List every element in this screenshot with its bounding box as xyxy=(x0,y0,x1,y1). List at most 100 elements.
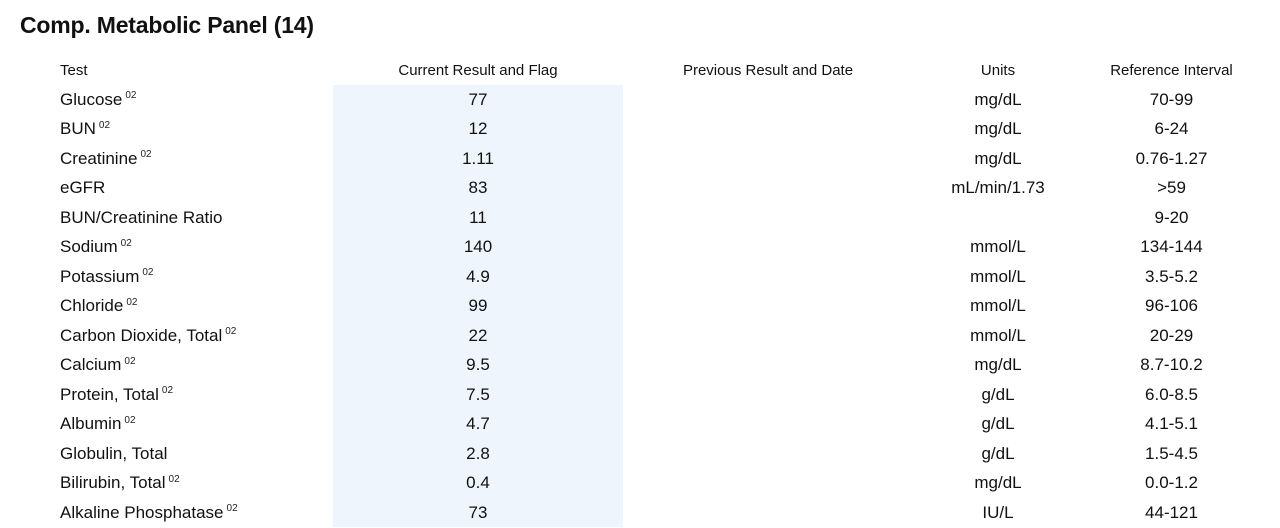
previous-result xyxy=(623,262,913,292)
test-name-cell: BUN 02 xyxy=(0,115,333,145)
previous-result xyxy=(623,498,913,528)
table-row: Sodium 02 140 mmol/L 134-144 xyxy=(0,233,1280,263)
table-row: Chloride 02 99 mmol/L 96-106 xyxy=(0,292,1280,322)
table-row: eGFR 83 mL/min/1.73 >59 xyxy=(0,174,1280,204)
table-row: Creatinine 02 1.11 mg/dL 0.76-1.27 xyxy=(0,144,1280,174)
units: mL/min/1.73 xyxy=(951,178,1045,198)
units: mmol/L xyxy=(970,325,1026,345)
current-result: 73 xyxy=(468,502,488,522)
footnote-marker: 02 xyxy=(120,237,132,249)
test-name: Glucose xyxy=(60,89,123,109)
previous-result xyxy=(623,174,913,204)
test-name-cell: Potassium 02 xyxy=(0,262,333,292)
current-result: 2.8 xyxy=(466,443,490,463)
footnote-marker: 02 xyxy=(124,355,136,367)
units: mmol/L xyxy=(970,296,1026,316)
header-test: Test xyxy=(60,61,88,79)
test-name-cell: Albumin 02 xyxy=(0,410,333,440)
current-result: 0.4 xyxy=(466,473,490,493)
test-name: Globulin, Total xyxy=(60,443,168,463)
table-row: Globulin, Total 2.8 g/dL 1.5-4.5 xyxy=(0,439,1280,469)
current-result: 99 xyxy=(468,296,488,316)
header-row: Test Current Result and Flag Previous Re… xyxy=(0,55,1280,85)
test-name-cell: Creatinine 02 xyxy=(0,144,333,174)
reference-interval: 0.0-1.2 xyxy=(1145,473,1198,493)
footnote-marker: 02 xyxy=(124,414,136,426)
reference-interval: 44-121 xyxy=(1145,502,1198,522)
current-result: 77 xyxy=(468,89,488,109)
test-name: Chloride xyxy=(60,296,124,316)
footnote-marker: 02 xyxy=(225,326,237,338)
results-table-header: Test Current Result and Flag Previous Re… xyxy=(0,55,1280,85)
test-name-cell: Sodium 02 xyxy=(0,233,333,263)
test-name-cell: Carbon Dioxide, Total 02 xyxy=(0,321,333,351)
current-result: 22 xyxy=(468,325,488,345)
reference-interval: 1.5-4.5 xyxy=(1145,443,1198,463)
test-name-cell: Protein, Total 02 xyxy=(0,380,333,410)
test-name: BUN/Creatinine Ratio xyxy=(60,207,223,227)
units: mmol/L xyxy=(970,266,1026,286)
table-row: Potassium 02 4.9 mmol/L 3.5-5.2 xyxy=(0,262,1280,292)
test-name-cell: Globulin, Total xyxy=(0,439,333,469)
reference-interval: >59 xyxy=(1157,178,1186,198)
table-row: Bilirubin, Total 02 0.4 mg/dL 0.0-1.2 xyxy=(0,469,1280,499)
previous-result xyxy=(623,233,913,263)
previous-result xyxy=(623,321,913,351)
table-row: Calcium 02 9.5 mg/dL 8.7-10.2 xyxy=(0,351,1280,381)
test-name-cell: Bilirubin, Total 02 xyxy=(0,469,333,499)
results-table-body: Glucose 02 77 mg/dL 70-99 BUN 02 12 mg/dL 6-24 Cre… xyxy=(0,85,1280,528)
previous-result xyxy=(623,469,913,499)
test-name: Protein, Total xyxy=(60,384,159,404)
current-result: 12 xyxy=(468,119,488,139)
units: mg/dL xyxy=(974,89,1022,109)
units xyxy=(913,203,1083,233)
header-units: Units xyxy=(980,61,1016,79)
previous-result xyxy=(623,380,913,410)
test-name-cell: Chloride 02 xyxy=(0,292,333,322)
reference-interval: 3.5-5.2 xyxy=(1145,266,1198,286)
table-row: BUN 02 12 mg/dL 6-24 xyxy=(0,115,1280,145)
footnote-marker: 02 xyxy=(168,473,180,485)
reference-interval: 9-20 xyxy=(1154,207,1189,227)
current-result: 140 xyxy=(463,237,493,257)
previous-result xyxy=(623,85,913,115)
previous-result xyxy=(623,144,913,174)
units: g/dL xyxy=(981,443,1015,463)
table-row: Glucose 02 77 mg/dL 70-99 xyxy=(0,85,1280,115)
test-name-cell: Calcium 02 xyxy=(0,351,333,381)
reference-interval: 6-24 xyxy=(1154,119,1189,139)
current-result: 11 xyxy=(469,207,487,227)
units: mg/dL xyxy=(974,119,1022,139)
test-name: Potassium xyxy=(60,266,140,286)
test-name: Sodium xyxy=(60,237,118,257)
reference-interval: 8.7-10.2 xyxy=(1140,355,1203,375)
test-name-cell: Glucose 02 xyxy=(0,85,333,115)
reference-interval: 6.0-8.5 xyxy=(1145,384,1198,404)
results-table: Test Current Result and Flag Previous Re… xyxy=(0,55,1280,528)
footnote-marker: 02 xyxy=(98,119,111,131)
header-previous-result: Previous Result and Date xyxy=(682,61,854,79)
reference-interval: 70-99 xyxy=(1149,89,1194,109)
footnote-marker: 02 xyxy=(226,503,238,515)
units: IU/L xyxy=(982,502,1014,522)
test-name-cell: Alkaline Phosphatase 02 xyxy=(0,498,333,528)
previous-result xyxy=(623,410,913,440)
table-row: BUN/Creatinine Ratio 11 9-20 xyxy=(0,203,1280,233)
test-name-cell: eGFR xyxy=(0,174,333,204)
table-row: Protein, Total 02 7.5 g/dL 6.0-8.5 xyxy=(0,380,1280,410)
test-name: Alkaline Phosphatase xyxy=(60,502,224,522)
units: g/dL xyxy=(981,414,1015,434)
table-row: Carbon Dioxide, Total 02 22 mmol/L 20-29 xyxy=(0,321,1280,351)
test-name-cell: BUN/Creatinine Ratio xyxy=(0,203,333,233)
previous-result xyxy=(623,203,913,233)
footnote-marker: 02 xyxy=(140,149,152,161)
units: mg/dL xyxy=(974,355,1022,375)
current-result: 1.11 xyxy=(462,148,494,168)
units: mg/dL xyxy=(974,473,1022,493)
reference-interval: 20-29 xyxy=(1149,325,1194,345)
footnote-marker: 02 xyxy=(125,90,137,102)
units: mmol/L xyxy=(970,237,1026,257)
current-result: 4.7 xyxy=(466,414,490,434)
table-row: Alkaline Phosphatase 02 73 IU/L 44-121 xyxy=(0,498,1280,528)
test-name: Bilirubin, Total xyxy=(60,473,166,493)
